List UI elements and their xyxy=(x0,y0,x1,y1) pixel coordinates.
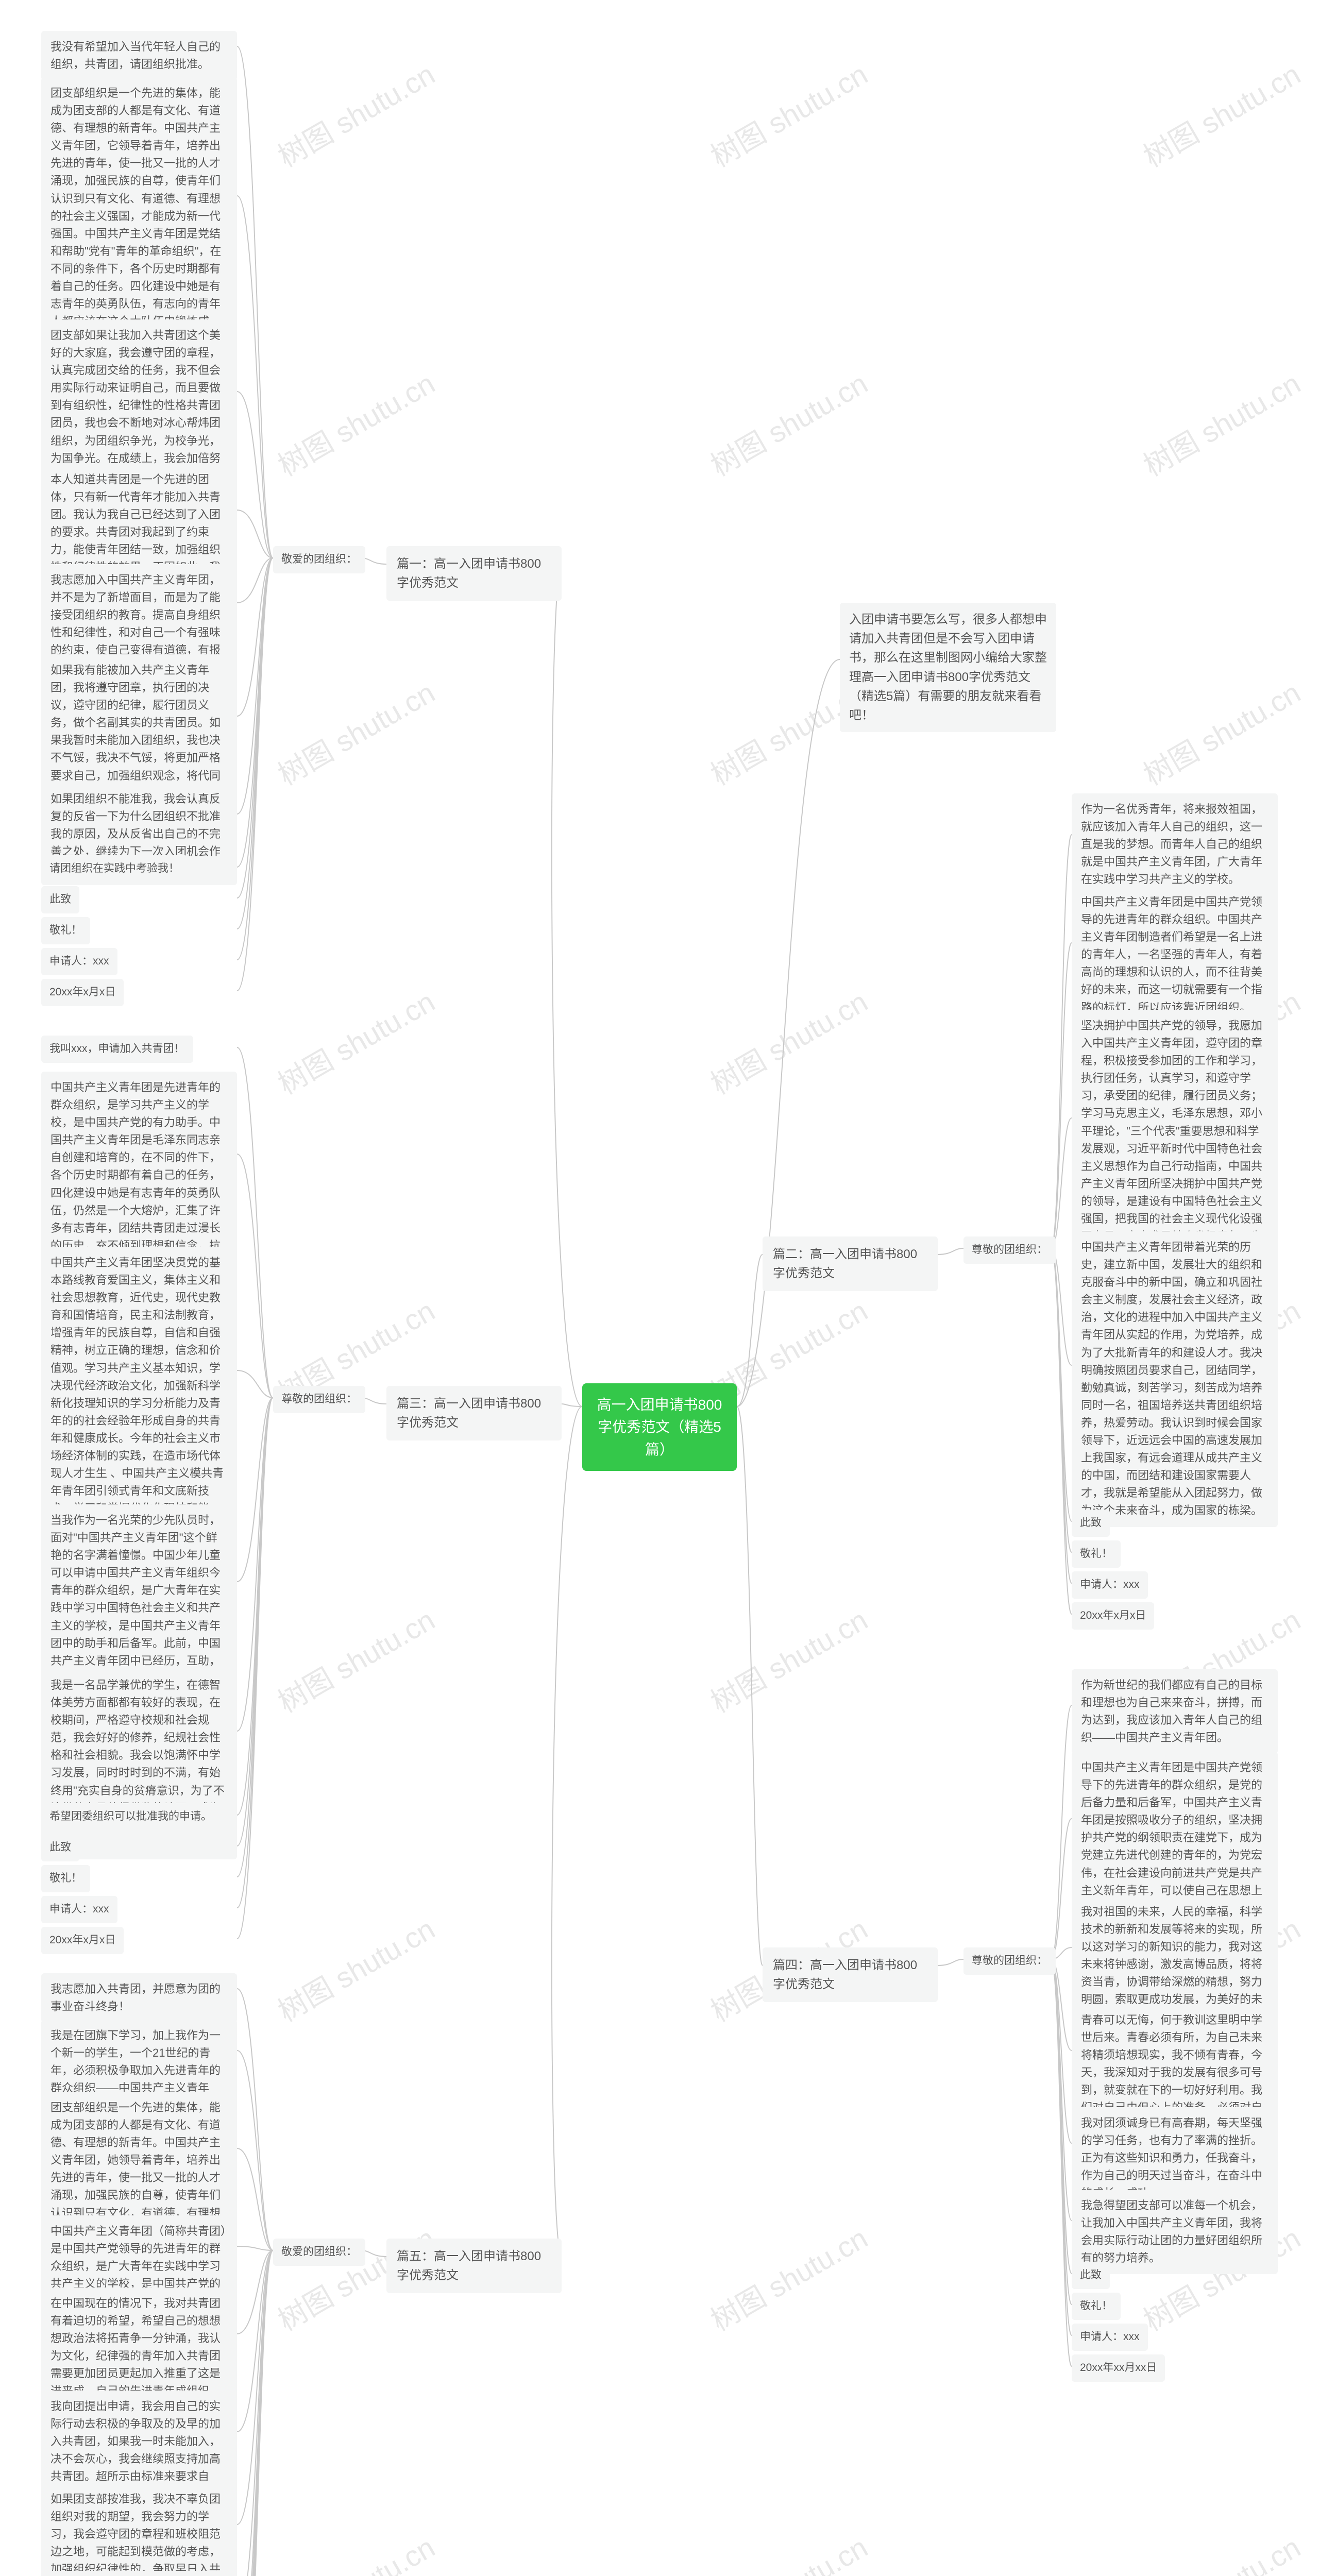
c1-leaf-0: 我没有希望加入当代年轻人自己的组织，共青团，请团组织批准。 xyxy=(41,31,237,80)
c2-leaf-0: 作为一名优秀青年，将来报效祖国，就应该加入青年人自己的组织，这一直是我的梦想。而… xyxy=(1072,793,1278,895)
c1-leaf-8: 此致 xyxy=(41,886,79,913)
c5-leaf-0: 我志愿加入共青团，并愿意为团的事业奋斗终身！ xyxy=(41,1973,237,2023)
c3-leaf-0: 我叫xxx，申请加入共青团！ xyxy=(41,1036,193,1063)
c1-leaf-9: 敬礼！ xyxy=(41,917,90,944)
c2-leaf-4: 此致 xyxy=(1072,1510,1110,1537)
chapter-4: 篇四：高一入团申请书800字优秀范文 xyxy=(763,1947,938,2002)
greeting-4: 尊敬的团组织： xyxy=(963,1947,1056,1975)
greeting-2: 尊敬的团组织： xyxy=(963,1236,1056,1264)
c4-leaf-8: 申请人：xxx xyxy=(1072,2324,1148,2351)
c3-leaf-6: 此致 xyxy=(41,1834,79,1861)
c1-leaf-11: 20xx年x月x日 xyxy=(41,979,124,1006)
c2-leaf-3: 中国共产主义青年团带着光荣的历史，建立新中国，发展壮大的组织和克服奋斗中的新中国… xyxy=(1072,1231,1278,1527)
c4-leaf-0: 作为新世纪的我们都应有自己的目标和理想也为自己来来奋斗，拼搏，而为达到，我应该加… xyxy=(1072,1669,1278,1754)
c2-leaf-7: 20xx年x月x日 xyxy=(1072,1602,1154,1630)
c5-leaf-6: 如果团支部按准我，我决不辜负团组织对我的期望，我会努力的学习，我会遵守团的章程和… xyxy=(41,2483,237,2576)
chapter-3: 篇三：高一入团申请书800字优秀范文 xyxy=(386,1386,562,1440)
c4-leaf-6: 此致 xyxy=(1072,2262,1110,2289)
c3-leaf-7: 敬礼！ xyxy=(41,1865,90,1892)
greeting-5: 敬爱的团组织： xyxy=(273,2239,365,2266)
chapter-1: 篇一：高一入团申请书800字优秀范文 xyxy=(386,546,562,601)
greeting-1: 敬爱的团组织： xyxy=(273,546,365,573)
c3-leaf-9: 20xx年x月x日 xyxy=(41,1927,124,1954)
chapter-2: 篇二：高一入团申请书800字优秀范文 xyxy=(763,1236,938,1291)
c5-leaf-7: 我向团提出申请，我一定用实际行动积极征取争取加入共青团，做好充分准备我不是强争取… xyxy=(41,2571,237,2576)
c1-leaf-10: 申请人：xxx xyxy=(41,948,117,975)
greeting-3: 尊敬的团组织： xyxy=(273,1386,365,1413)
chapter-5: 篇五：高一入团申请书800字优秀范文 xyxy=(386,2239,562,2293)
c1-leaf-7: 请团组织在实践中考验我！ xyxy=(41,855,188,883)
c4-leaf-9: 20xx年xx月xx日 xyxy=(1072,2354,1165,2382)
c3-leaf-8: 申请人：xxx xyxy=(41,1896,117,1923)
c3-leaf-4: 我是一名品学兼优的学生，在德智体美劳方面都都有较好的表现，在校期间，严格遵守校规… xyxy=(41,1669,237,1859)
c2-leaf-1: 中国共产主义青年团是中国共产党领导的先进青年的群众组织。中国共产主义青年团制造者… xyxy=(1072,886,1278,1024)
root-node: 高一入团申请书800字优秀范文（精选5篇） xyxy=(582,1383,737,1471)
c2-leaf-6: 申请人：xxx xyxy=(1072,1571,1148,1599)
c4-leaf-7: 敬礼！ xyxy=(1072,2293,1121,2320)
intro-node: 入团申请书要怎么写，很多人都想申请加入共青团但是不会写入团申请书，那么在这里制图… xyxy=(840,603,1056,732)
c2-leaf-5: 敬礼！ xyxy=(1072,1540,1121,1568)
c3-leaf-5: 希望团委组织可以批准我的申请。 xyxy=(41,1803,220,1831)
mindmap-canvas: 高一入团申请书800字优秀范文（精选5篇） 入团申请书要怎么写，很多人都想申请加… xyxy=(0,0,1319,2576)
